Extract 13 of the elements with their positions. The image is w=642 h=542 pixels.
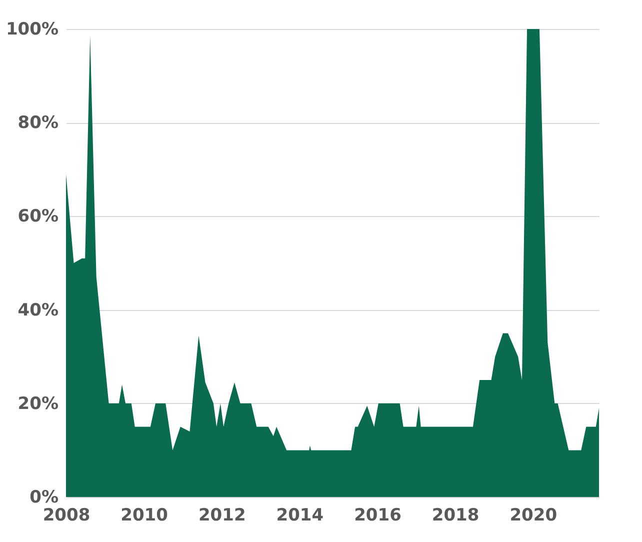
x-tick-label: 2014: [276, 506, 324, 526]
y-tick-label: 60%: [18, 206, 58, 227]
y-tick-label: 80%: [18, 113, 58, 134]
x-tick-label: 2018: [432, 506, 480, 526]
x-tick-label: 2010: [120, 506, 168, 526]
y-tick-label: 40%: [18, 300, 58, 320]
y-tick-label: 0%: [30, 488, 58, 508]
y-tick-label: 20%: [18, 394, 58, 414]
x-tick-label: 2012: [198, 506, 246, 526]
y-tick-label: 100%: [6, 20, 58, 40]
x-tick-label: 2008: [42, 506, 90, 526]
x-tick-label: 2020: [510, 506, 558, 526]
x-tick-label: 2016: [354, 506, 402, 526]
